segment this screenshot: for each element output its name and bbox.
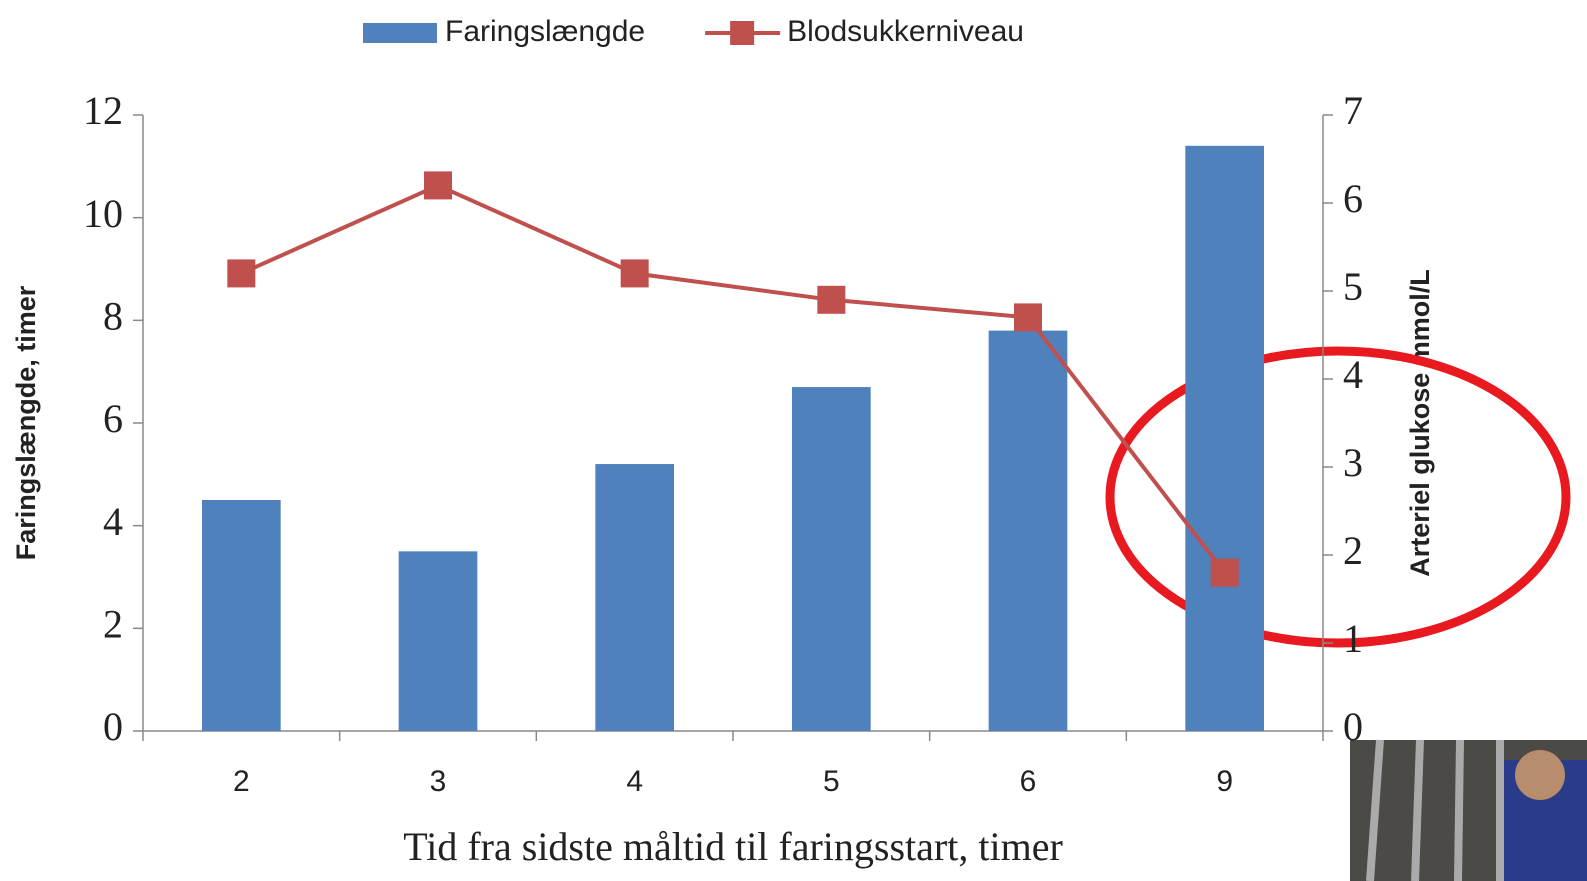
- legend-label: Blodsukkerniveau: [787, 15, 1024, 48]
- y-tick-label: 2: [103, 602, 123, 647]
- y2-tick-label: 3: [1343, 440, 1363, 485]
- x-tick-label: 2: [233, 765, 250, 798]
- bar: [1185, 145, 1264, 732]
- x-tick-label: 3: [430, 765, 447, 798]
- bar: [202, 500, 281, 731]
- y-tick-label: 0: [103, 704, 123, 749]
- bar: [398, 551, 478, 731]
- y2-tick-label: 2: [1343, 528, 1363, 573]
- y-axis-label: Faringslængde, timer: [11, 285, 41, 560]
- y2-tick-label: 6: [1343, 176, 1363, 221]
- line-marker: [1210, 558, 1239, 587]
- y2-tick-label: 5: [1343, 264, 1363, 309]
- line-marker: [1014, 303, 1042, 332]
- thumbnail-face: [1515, 750, 1565, 800]
- line: [240, 183, 1227, 574]
- x-tick-label: 5: [823, 765, 840, 798]
- thumbnail: [1350, 739, 1587, 881]
- thumbnail-bar: [1366, 739, 1384, 881]
- y-tick-label: 6: [103, 396, 123, 441]
- y2-tick-label: 1: [1343, 616, 1363, 661]
- y-tick-label: 10: [83, 191, 123, 236]
- y2-tick-label: 0: [1343, 704, 1363, 749]
- y-tick-label: 8: [103, 294, 123, 339]
- y-tick-label: 12: [83, 88, 123, 133]
- thumbnail-bar: [1411, 739, 1424, 881]
- y-tick-label: 4: [103, 499, 123, 544]
- legend-label: Faringslængde: [445, 15, 645, 48]
- y2-tick-label: 7: [1343, 88, 1363, 133]
- bar: [988, 330, 1068, 731]
- y2-tick-label: 4: [1343, 352, 1363, 397]
- x-tick-label: 4: [626, 765, 643, 798]
- highlight-ellipse: [1105, 346, 1571, 648]
- legend-swatch: [730, 21, 755, 45]
- thumbnail-bar: [1454, 739, 1464, 881]
- line-marker: [620, 259, 649, 288]
- x-tick-label: 9: [1216, 765, 1233, 798]
- x-tick-label: 6: [1020, 765, 1037, 798]
- line-marker: [817, 285, 846, 314]
- y2-axis-label: Arteriel glukose mmol/L: [1405, 269, 1435, 577]
- line-marker: [227, 259, 256, 288]
- bar: [792, 387, 871, 731]
- bar: [595, 464, 674, 731]
- x-axis-label: Tid fra sidste måltid til faringsstart, …: [403, 824, 1063, 869]
- line-marker: [424, 171, 452, 200]
- legend-swatch: [363, 23, 437, 43]
